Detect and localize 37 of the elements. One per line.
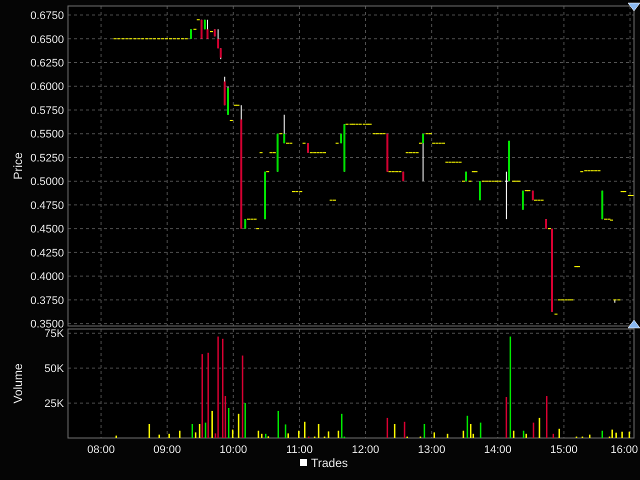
- x-tick-label: 08:00: [87, 444, 115, 456]
- y-tick-label: 0.4000: [30, 271, 64, 284]
- candlestick: [283, 114, 286, 144]
- candlestick: [422, 133, 424, 182]
- x-tick-label: 16:00: [610, 444, 638, 456]
- y-tick-label: 50K: [44, 363, 65, 376]
- candlestick: [206, 19, 209, 40]
- y-tick-label: 0.4750: [30, 200, 64, 212]
- y-tick-label: 0.4500: [30, 224, 64, 236]
- x-tick-label: 11:00: [286, 444, 313, 456]
- y-tick-label: 0.5750: [30, 104, 64, 117]
- y-axis-title: Price: [11, 152, 25, 180]
- y-tick-label: 0.4250: [30, 247, 64, 260]
- y-tick-label: 0.6250: [30, 58, 64, 70]
- x-tick-label: 15:00: [550, 444, 578, 456]
- candlestick: [522, 190, 524, 210]
- y-axis-title: Volume: [11, 363, 25, 404]
- x-tick-label: 14:00: [484, 444, 512, 456]
- text: Trades: [311, 456, 348, 470]
- y-tick-label: 0.5250: [30, 152, 64, 164]
- y-tick-label: 0.3750: [30, 294, 64, 307]
- x-tick-label: 10:00: [220, 444, 248, 456]
- candlestick: [504, 171, 508, 220]
- candlestick: [224, 76, 226, 106]
- y-tick-label: 0.6500: [30, 34, 64, 46]
- y-tick-label: 75K: [44, 328, 65, 340]
- candlestick: [217, 28, 220, 49]
- y-tick-label: 25K: [44, 398, 65, 410]
- candlestick: [478, 180, 481, 201]
- y-tick-label: 0.5500: [30, 128, 64, 141]
- x-tick-label: 13:00: [418, 444, 446, 456]
- x-tick-label: 09:00: [153, 444, 181, 456]
- y-tick-label: 0.6750: [30, 10, 64, 22]
- x-tick-label: 12:00: [352, 444, 380, 456]
- y-tick-label: 0.5000: [30, 176, 64, 188]
- candlestick: [200, 19, 203, 40]
- y-tick-label: 0.6000: [30, 81, 64, 94]
